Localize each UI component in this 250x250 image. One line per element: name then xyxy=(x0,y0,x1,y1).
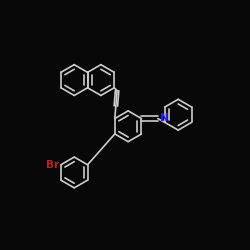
Text: N: N xyxy=(160,113,168,123)
Text: Br: Br xyxy=(46,160,59,170)
